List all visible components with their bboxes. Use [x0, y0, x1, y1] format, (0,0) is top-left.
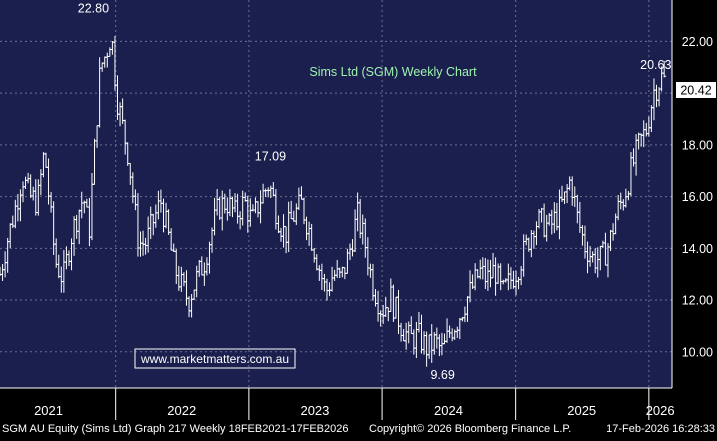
- price-annotation: 20.63: [640, 58, 671, 72]
- price-annotation: 22.80: [78, 2, 109, 16]
- last-price-badge: 20.42: [676, 82, 716, 98]
- x-axis: 2021 2022 2023 2024 2025 2026: [0, 387, 675, 420]
- y-tick-label: 22.00: [682, 35, 713, 49]
- last-price-label: 20.42: [680, 84, 711, 98]
- y-tick-label: 14.00: [682, 242, 713, 256]
- peak-annotations: 22.80 17.09 9.69 20.63: [78, 2, 672, 382]
- chart-title: Sims Ltd (SGM) Weekly Chart: [309, 65, 477, 79]
- y-tick-label: 16.00: [682, 190, 713, 204]
- x-tick-label: 2023: [300, 403, 329, 418]
- plot-background: [0, 0, 672, 388]
- footer-left: SGM AU Equity (Sims Ltd) Graph 217 Weekl…: [2, 423, 348, 435]
- watermark-box: [134, 348, 296, 369]
- x-tick-label: 2026: [646, 403, 675, 418]
- watermark-link[interactable]: www.marketmatters.com.au: [134, 348, 296, 369]
- last-price-background: [676, 82, 716, 98]
- x-tick-label: 2022: [167, 403, 196, 418]
- price-annotation: 9.69: [430, 368, 454, 382]
- watermark-text: www.marketmatters.com.au: [140, 352, 289, 366]
- price-annotation: 17.09: [255, 149, 286, 163]
- ohlc-bars: [0, 36, 667, 367]
- y-tick-label: 18.00: [682, 138, 713, 152]
- gridlines: [0, 40, 672, 353]
- y-tick-label: 12.00: [682, 294, 713, 308]
- x-tick-label: 2021: [34, 403, 63, 418]
- y-tick-label: 10.00: [682, 345, 713, 359]
- y-axis-strip: [672, 0, 717, 388]
- x-tick-label: 2024: [434, 403, 463, 418]
- footer-center: Copyright© 2026 Bloomberg Finance L.P.: [369, 423, 571, 435]
- footer-right: 17-Feb-2026 16:28:33: [606, 423, 715, 435]
- footer-bar: [0, 420, 717, 436]
- x-tick-label: 2025: [567, 403, 596, 418]
